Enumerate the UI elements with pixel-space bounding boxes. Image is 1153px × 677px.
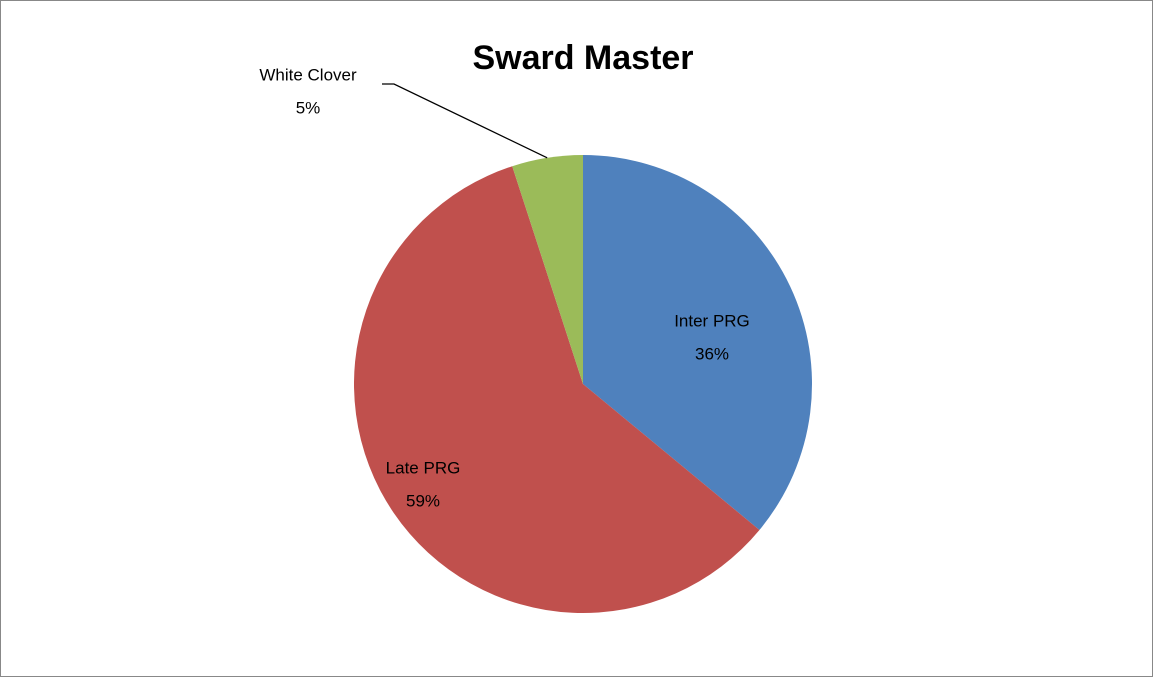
slice-value-label: 59% (406, 491, 440, 510)
leader-line (382, 83, 548, 159)
chart-title: Sward Master (472, 39, 693, 77)
slice-label: Late PRG (386, 458, 461, 477)
slice-value-label: 5% (296, 98, 321, 117)
pie-slice (512, 155, 583, 384)
pie-slice (354, 166, 760, 613)
slice-label: White Clover (259, 65, 357, 84)
slice-value-label: 36% (695, 344, 729, 363)
pie-slice (583, 155, 812, 530)
slice-label: Inter PRG (674, 311, 750, 330)
